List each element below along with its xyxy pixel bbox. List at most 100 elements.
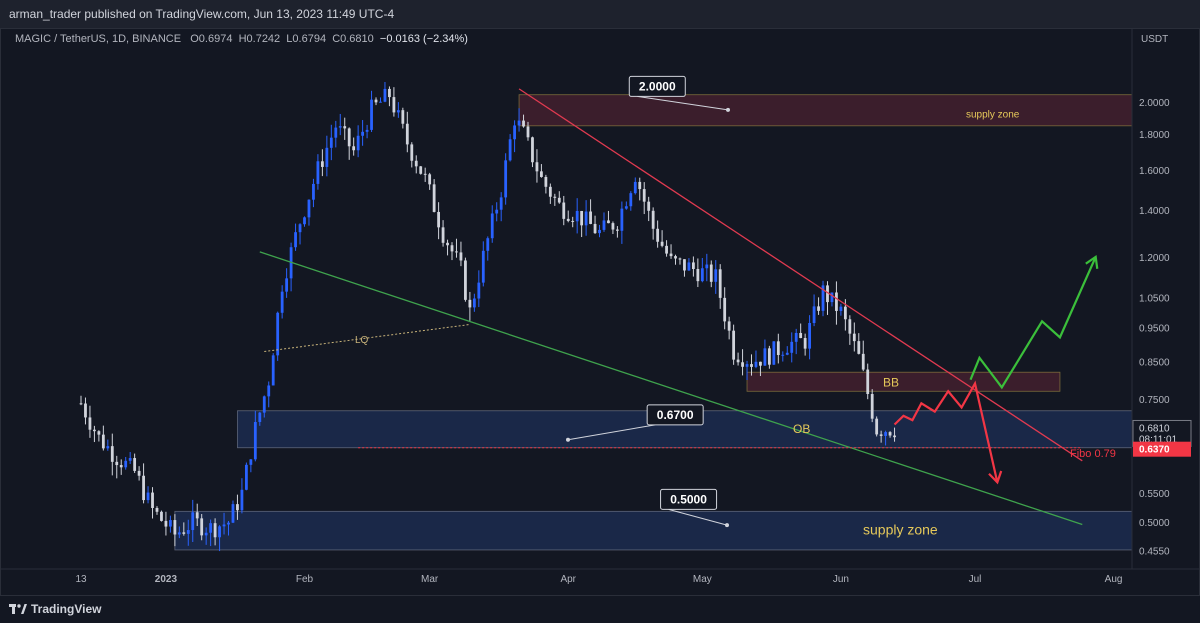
candle-body — [343, 126, 347, 129]
candle-body — [93, 429, 96, 432]
candle-body — [835, 292, 838, 311]
candle-body — [843, 306, 847, 320]
marked-price-tag — [1133, 441, 1191, 457]
candle-body — [472, 298, 476, 308]
candle-body — [388, 88, 391, 98]
candle-body — [88, 417, 92, 430]
change-value: −0.0163 (−2.34%) — [379, 33, 468, 45]
candle-body — [182, 532, 186, 534]
candle-body — [329, 137, 333, 148]
candle-body — [361, 131, 365, 136]
candle-body — [405, 123, 409, 145]
candle-body — [307, 199, 311, 218]
candle-body — [419, 166, 423, 174]
candle-body — [410, 144, 414, 161]
candle-body — [884, 432, 887, 436]
price-tick-label: 0.4550 — [1139, 547, 1170, 558]
line-resistance — [518, 88, 1083, 462]
candle-body — [437, 211, 440, 228]
candle-body — [826, 285, 829, 303]
callout-pointer — [567, 424, 656, 441]
candle-body — [370, 99, 373, 130]
candle-body — [450, 245, 454, 252]
candle-body — [164, 520, 168, 527]
candle-body — [110, 446, 114, 462]
price-tick-label: 0.5000 — [1139, 518, 1170, 529]
candlestick-chart[interactable]: supply zone supply zone OB BB LQ Fibo 0.79 2.0… — [1, 29, 1199, 595]
candle-body — [540, 171, 543, 177]
candle-body — [414, 160, 418, 167]
candle-body — [298, 224, 302, 233]
candle-body — [767, 348, 771, 365]
candle-body — [683, 259, 686, 271]
candle-body — [101, 434, 105, 449]
chart-pane[interactable]: supply zone supply zone OB BB LQ Fibo 0.79 2.0… — [0, 28, 1200, 596]
callout-dot — [566, 437, 570, 442]
candle-body — [647, 201, 651, 211]
candle-body — [584, 211, 588, 226]
candle-body — [481, 250, 485, 283]
candle-body — [347, 128, 351, 147]
currency-label: USDT — [1141, 34, 1168, 45]
candle-body — [490, 213, 494, 239]
candle-body — [629, 193, 633, 207]
candle-body — [817, 306, 820, 311]
candle-body — [852, 333, 856, 342]
price-callout: 2.0000 — [639, 79, 676, 93]
candle-body — [173, 520, 177, 535]
candle-body — [280, 291, 284, 313]
candle-body — [665, 245, 668, 254]
tradingview-logo-icon — [9, 604, 27, 614]
candle-body — [517, 120, 521, 126]
candle-body — [736, 359, 740, 363]
candle-body — [571, 220, 575, 222]
candle-body — [723, 297, 727, 322]
candle-body — [423, 173, 427, 175]
time-tick-label: May — [693, 574, 712, 585]
candle-body — [566, 218, 570, 221]
candle-body — [607, 220, 610, 224]
candle-body — [544, 176, 548, 187]
projection-arrowhead-up — [1085, 254, 1099, 269]
candle-body — [137, 470, 141, 476]
candle-body — [705, 264, 709, 269]
candle-body — [678, 258, 682, 260]
candle-body — [213, 523, 217, 538]
candle-body — [303, 217, 306, 225]
price-tick-label: 1.0500 — [1139, 293, 1170, 304]
price-callout: 0.5000 — [670, 492, 707, 506]
candle-body — [848, 319, 852, 334]
projection-arrowhead-down — [988, 470, 1003, 485]
candle-body — [477, 282, 481, 299]
candle-body — [124, 460, 128, 468]
candle-body — [249, 459, 253, 465]
candle-body — [674, 256, 677, 259]
candle-body — [611, 223, 615, 230]
liquidity-label: LQ — [355, 335, 369, 346]
candle-body — [776, 341, 780, 356]
bar-countdown: 08:11:01 — [1139, 434, 1178, 445]
candle-body — [253, 421, 257, 460]
tradingview-logo[interactable]: TradingView — [9, 602, 101, 616]
candle-body — [870, 394, 874, 419]
candle-body — [504, 160, 508, 198]
candle-body — [861, 353, 865, 370]
candle-body — [396, 110, 400, 113]
candle-body — [745, 364, 749, 367]
publish-text: arman_trader published on TradingView.co… — [9, 7, 395, 21]
candles — [79, 81, 896, 552]
marked-price-value: 0.6370 — [1139, 445, 1170, 456]
publish-bar: arman_trader published on TradingView.co… — [0, 0, 1200, 29]
candle-body — [750, 364, 753, 367]
candle-body — [236, 504, 239, 511]
candle-body — [727, 321, 731, 331]
candle-body — [526, 126, 530, 138]
zone-0 — [518, 94, 1133, 127]
top-supply-zone-label: supply zone — [966, 110, 1020, 121]
zone-3 — [174, 510, 1133, 551]
price-tick-label: 1.6000 — [1139, 166, 1170, 177]
candle-body — [879, 434, 883, 436]
candle-body — [459, 252, 463, 261]
candle-body — [320, 161, 324, 167]
candle-body — [660, 241, 664, 246]
